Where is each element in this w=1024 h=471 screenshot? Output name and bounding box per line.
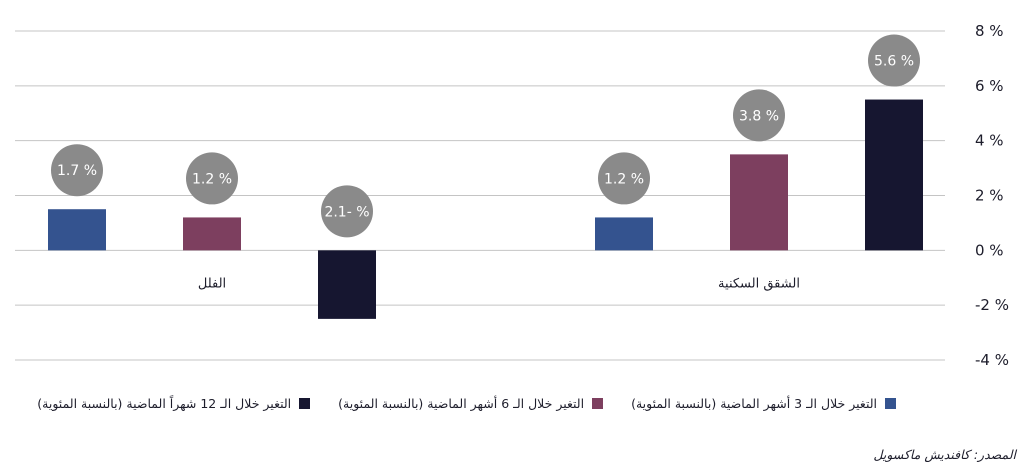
bars: [48, 99, 923, 319]
legend-swatch-6-months: [592, 398, 604, 409]
legend-label-6-months: التغير خلال الـ 6 أشهر الماضية (بالنسبة …: [338, 396, 585, 411]
data-label-bubble: [51, 144, 103, 197]
legend: التغير خلال الـ 3 أشهر الماضية (بالنسبة …: [37, 396, 896, 411]
legend-swatch-3-months: [885, 398, 896, 409]
data-label: 3.8 %: [739, 108, 779, 124]
data-label: 1.7 %: [57, 163, 97, 179]
category-labels: الفلل الشقق السكنية: [198, 276, 800, 291]
legend-item-6-months: التغير خلال الـ 6 أشهر الماضية (بالنسبة …: [338, 396, 604, 411]
y-tick-label: -2 %: [975, 296, 1009, 314]
data-label: 1.2 %: [192, 171, 232, 187]
y-tick-label: 4 %: [975, 132, 1004, 150]
gridlines: [15, 30, 945, 361]
category-label: الشقق السكنية: [718, 276, 800, 291]
y-tick-label: 8 %: [975, 22, 1004, 40]
y-tick-label: -4 %: [975, 351, 1009, 369]
bar: [183, 217, 241, 251]
legend-label-3-months: التغير خلال الـ 3 أشهر الماضية (بالنسبة …: [631, 396, 877, 411]
legend-item-3-months: التغير خلال الـ 3 أشهر الماضية (بالنسبة …: [631, 396, 896, 411]
bar: [595, 217, 653, 251]
y-axis-ticks: 8 % 6 % 4 % 2 % 0 % -2 % -4 %: [975, 22, 1009, 369]
bar-chart: 8 % 6 % 4 % 2 % 0 % -2 % -4 % 1.7 % 1.2 % 2.1- %…: [15, 22, 1009, 369]
data-label-bubble: [186, 152, 238, 205]
source-note: المصدر: كافنديش ماكسويل: [873, 447, 1016, 462]
data-label: 2.1- %: [324, 204, 369, 220]
data-labels: 1.7 % 1.2 % 2.1- % 1.2 % 3.8 % 5.6 %: [51, 34, 920, 238]
bar: [865, 99, 923, 251]
y-tick-label: 2 %: [975, 187, 1004, 205]
data-label-bubble: [733, 89, 785, 142]
bar: [48, 209, 106, 251]
data-label: 5.6 %: [874, 54, 914, 70]
data-label-bubble: [321, 185, 373, 238]
legend-label-12-months: التغير خلال الـ 12 شهراً الماضية (بالنسب…: [37, 396, 292, 411]
bar: [730, 154, 788, 251]
data-label-bubble: [598, 152, 650, 205]
legend-item-12-months: التغير خلال الـ 12 شهراً الماضية (بالنسب…: [37, 396, 311, 411]
legend-swatch-12-months: [299, 398, 311, 409]
category-label: الفلل: [198, 276, 226, 291]
y-tick-label: 6 %: [975, 77, 1004, 95]
bar: [318, 250, 376, 319]
data-label-bubble: [868, 34, 920, 87]
data-label: 1.2 %: [604, 171, 644, 187]
y-tick-label: 0 %: [975, 241, 1004, 259]
